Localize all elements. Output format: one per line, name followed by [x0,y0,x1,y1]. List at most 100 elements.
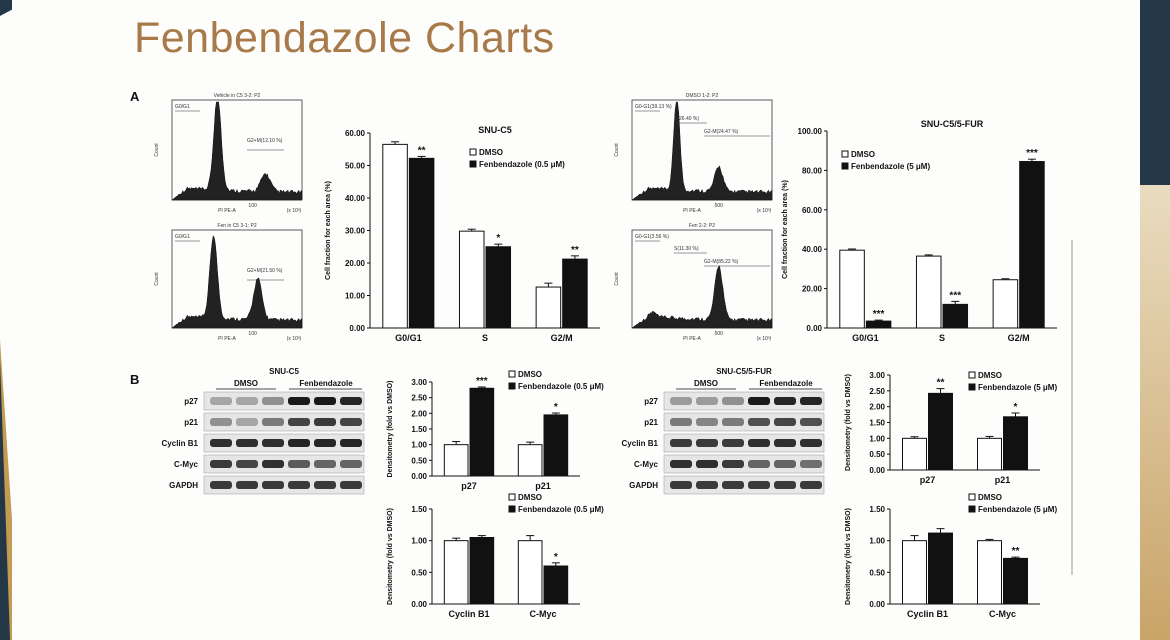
y-axis-label: Count [614,143,620,157]
significance-label: ** [1012,546,1020,557]
bar-dmso [517,540,543,605]
legend-swatch [968,505,976,513]
blot-band [800,481,822,489]
blot-band [262,439,284,447]
significance-label: ** [571,245,579,256]
x-axis-label: PI PE-A [218,336,236,342]
x-tick-label: G0/G1 [395,333,422,343]
blot-band [340,439,362,447]
y-axis-label: Densitometry (fold vs DMSO) [387,508,394,605]
significance-label: ** [418,145,426,156]
blot-band [696,481,718,489]
legend-swatch [508,382,516,390]
x-tick-label: Cyclin B1 [907,609,948,619]
legend-swatch [508,370,516,378]
histogram-area [171,234,303,329]
y-tick-label: 0.50 [869,568,885,577]
x-tick-label: 100 [248,331,257,337]
blot-band [800,460,822,468]
gate-label: G2-M(24.47 %) [704,129,739,135]
y-tick-label: 50.00 [345,162,366,171]
y-tick-label: 1.00 [411,441,427,450]
chart-title: SNU-C5 [478,125,512,135]
histogram-title: Vehicle in C5 3-2: P2 [214,93,261,99]
x-axis-label: PI PE-A [683,336,701,342]
blot-band [696,460,718,468]
y-axis-label: Count [614,272,620,286]
blot-band [210,418,232,426]
x-tick-label: 500 [715,203,724,209]
x-tick-label: C-Myc [529,609,556,619]
bar-fenbendazole [928,532,953,605]
histogram-area [631,101,773,201]
y-tick-label: 60.00 [802,206,823,215]
blot-band [774,397,796,405]
y-tick-label: 0.50 [411,568,427,577]
x-axis-label: PI PE-A [683,208,701,214]
blot-band [748,460,770,468]
blot-band [722,439,744,447]
blot-band [340,481,362,489]
flow-histogram-fen: Fen in C5 3-1: P2 G0/G1 G2+M(21.50 %) PI PE… [154,223,303,342]
bar-fenbendazole [408,157,435,329]
bar-chart-densitometry-p27-p21-5fur: 0.00 0.50 1.00 1.50 2.00 2.50 3.00 Densitometry… [845,371,1057,485]
legend-swatch [968,383,976,391]
bar-fenbendazole [865,320,892,329]
histogram-title: Fen in C5 3-1: P2 [217,223,256,229]
blot-band [314,481,336,489]
bar-dmso [517,444,543,477]
significance-label: * [554,552,558,563]
blot-band [262,460,284,468]
blot-band [722,418,744,426]
slide-title: Fenbendazole Charts [134,14,555,62]
y-tick-label: 0.00 [411,600,427,609]
y-tick-label: 1.00 [411,537,427,546]
bar-dmso [382,143,408,329]
gate-label: G2+M(12.10 %) [247,138,283,144]
bar-dmso [977,540,1002,605]
x-axis-unit: (x 10³) [287,208,302,214]
y-axis-label: Count [154,272,160,286]
significance-label: *** [476,376,488,387]
blot-band [236,439,258,447]
y-tick-label: 40.00 [802,245,823,254]
blot-row-label: p27 [644,397,658,406]
figure: A B Vehicle in C5 3-2: P2 G0/G1 G2+M(12.10… [130,89,1073,619]
x-tick-label: 500 [715,331,724,337]
bar-dmso [977,437,1002,471]
blot-band [722,481,744,489]
y-tick-label: 1.00 [869,537,885,546]
y-tick-label: 1.50 [869,419,885,428]
blot-title: SNU-C5 [269,367,299,376]
bar-fenbendazole [1003,416,1028,471]
blot-row-label: C-Myc [634,460,659,469]
legend-swatch [968,493,976,501]
significance-label: *** [949,290,961,301]
blot-band [748,418,770,426]
y-tick-label: 1.50 [411,505,427,514]
legend-label: Fenbendazole (5 μM) [978,505,1057,514]
x-tick-label: C-Myc [989,609,1016,619]
blot-band [236,460,258,468]
legend-swatch [968,371,976,379]
y-tick-label: 60.00 [345,129,366,138]
blot-band [800,439,822,447]
x-tick-label: G2/M [1008,333,1030,343]
blot-band [288,481,310,489]
flow-histogram-dmso: DMSO 1-2: P2 G0-G1(39.13 %)S(26.40 %) G2-M… [614,93,773,214]
blot-band [722,397,744,405]
chart-title: SNU-C5/5-FUR [921,119,984,129]
blot-row-label: Cyclin B1 [622,439,659,448]
group-label-dmso: DMSO [234,379,258,388]
bar-dmso [443,444,469,477]
bar-fenbendazole [543,565,569,605]
blot-band [774,439,796,447]
y-tick-label: 40.00 [345,194,366,203]
blot-band [314,439,336,447]
x-tick-label: G2/M [551,333,573,343]
legend-label: DMSO [978,493,1002,502]
bar-dmso [902,540,927,605]
gate-label: S(26.40 %) [674,116,699,122]
blot-band [288,418,310,426]
